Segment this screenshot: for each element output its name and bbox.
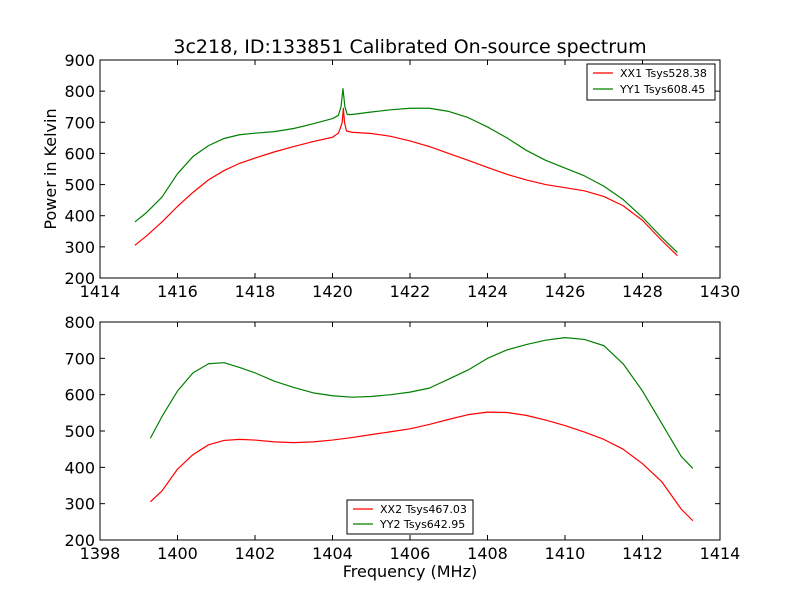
legend-label-xx1: XX1 Tsys528.38: [620, 67, 707, 80]
top-series-line-0: [134, 107, 678, 257]
bottom-series-line-1: [149, 337, 694, 469]
y-tick-label: 900: [64, 51, 95, 70]
x-tick-label: 1420: [312, 282, 353, 301]
y-tick-label: 800: [64, 82, 95, 101]
legend-label-yy2: YY2 Tsys642.95: [379, 518, 465, 531]
top-plot-frame: [99, 59, 721, 279]
bottom-series: [149, 337, 694, 522]
x-tick-label: 1414: [700, 544, 741, 563]
x-tick-label: 1410: [545, 544, 586, 563]
y-tick-label: 300: [64, 238, 95, 257]
legend-label-xx2: XX2 Tsys467.03: [380, 503, 467, 516]
y-tick-label: 500: [64, 176, 95, 195]
chart-title: 3c218, ID:133851 Calibrated On-source sp…: [173, 36, 646, 58]
top-legend: XX1 Tsys528.38 YY1 Tsys608.45: [586, 63, 716, 101]
x-tick-label: 1418: [235, 282, 276, 301]
y-tick-label: 200: [64, 531, 95, 550]
y-tick-label: 600: [64, 144, 95, 163]
x-tick-label: 1408: [467, 544, 508, 563]
x-tick-label: 1400: [157, 544, 198, 563]
x-tick-label: 1406: [390, 544, 431, 563]
y-tick-label: 200: [64, 269, 95, 288]
x-tick-label: 1430: [700, 282, 741, 301]
x-tick-label: 1398: [80, 544, 121, 563]
x-axis-label: Frequency (MHz): [343, 562, 477, 581]
top-series-line-1: [134, 88, 678, 253]
bottom-legend: XX2 Tsys467.03 YY2 Tsys642.95: [346, 499, 474, 535]
y-tick-label: 600: [64, 386, 95, 405]
x-tick-label: 1424: [467, 282, 508, 301]
y-tick-label: 700: [64, 113, 95, 132]
bottom-panel: Frequency (MHz) 1398 1400 1402 1404 1406 1408…: [64, 313, 740, 581]
top-series: [134, 88, 678, 257]
x-tick-label: 1414: [80, 282, 121, 301]
x-tick-label: 1428: [622, 282, 663, 301]
y-tick-label: 500: [64, 422, 95, 441]
legend-box: [346, 499, 474, 535]
top-ticks: 1414 1416 1418 1420 1422 1424 1426 1428 1430 200 3…: [64, 51, 740, 301]
y-tick-label: 300: [64, 495, 95, 514]
y-tick-label: 400: [64, 458, 95, 477]
top-panel: 3c218, ID:133851 Calibrated On-source sp…: [41, 36, 740, 301]
legend-label-yy1: YY1 Tsys608.45: [619, 83, 705, 96]
x-tick-label: 1426: [545, 282, 586, 301]
x-tick-label: 1404: [312, 544, 353, 563]
y-tick-label: 700: [64, 349, 95, 368]
x-tick-label: 1412: [622, 544, 663, 563]
x-tick-label: 1402: [235, 544, 276, 563]
bottom-plot-frame: [99, 321, 721, 541]
legend-box: [586, 63, 716, 101]
x-tick-label: 1416: [157, 282, 198, 301]
y-tick-label: 800: [64, 313, 95, 332]
x-tick-label: 1422: [390, 282, 431, 301]
y-axis-label: Power in Kelvin: [41, 108, 60, 229]
bottom-series-line-0: [149, 411, 694, 522]
y-tick-label: 400: [64, 207, 95, 226]
bottom-ticks: 1398 1400 1402 1404 1406 1408 1410 1412 1414 200 3…: [64, 313, 740, 563]
